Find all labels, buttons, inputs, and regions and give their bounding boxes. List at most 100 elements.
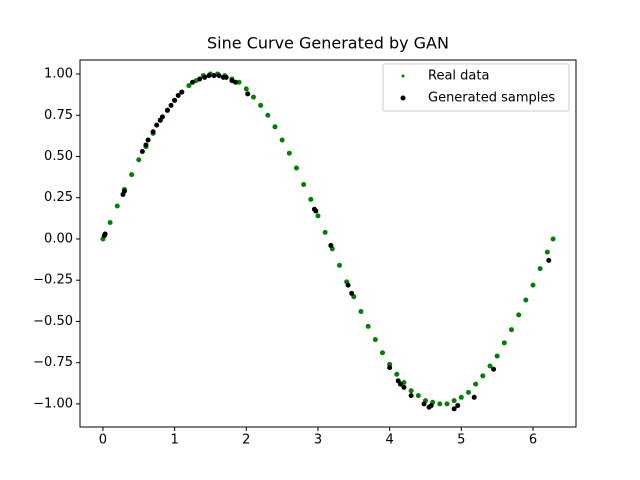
point (494, 353, 500, 359)
point (313, 208, 319, 214)
point (233, 79, 239, 85)
point (523, 297, 529, 303)
point (349, 290, 355, 296)
point (159, 114, 165, 120)
y-tick-label: −0.25 (33, 273, 73, 288)
point (372, 337, 378, 343)
point (508, 327, 514, 333)
point (397, 381, 403, 387)
point (129, 172, 135, 178)
point (186, 83, 192, 89)
x-tick-label: 0 (99, 433, 107, 448)
point (451, 398, 457, 404)
plot-frame (79, 59, 577, 428)
point (415, 393, 421, 399)
point (114, 203, 120, 209)
y-tick-label: 0.00 (44, 231, 73, 246)
point (139, 149, 145, 155)
point (308, 196, 314, 202)
x-tick-label: 1 (170, 433, 178, 448)
point (401, 384, 407, 390)
point (365, 323, 371, 329)
point (455, 403, 461, 409)
point (444, 401, 450, 407)
point (491, 366, 497, 372)
y-tick-label: −0.50 (33, 314, 73, 329)
point (216, 73, 222, 79)
point (501, 340, 507, 346)
chart-title: Sine Curve Generated by GAN (207, 34, 449, 53)
legend-marker (400, 95, 406, 101)
point (236, 79, 242, 85)
point (544, 249, 550, 255)
y-tick-label: 1.00 (44, 67, 73, 82)
point (265, 112, 271, 118)
point (197, 76, 203, 82)
point (172, 97, 178, 103)
point (143, 142, 149, 148)
point (279, 137, 285, 143)
x-tick-label: 5 (457, 433, 465, 448)
point (358, 309, 364, 315)
series (101, 73, 552, 412)
point (480, 373, 486, 379)
point (345, 282, 351, 288)
point (379, 350, 385, 356)
point (428, 403, 434, 409)
point (145, 137, 151, 143)
point (516, 312, 522, 318)
point (154, 122, 160, 128)
point (537, 266, 543, 272)
point (202, 74, 208, 80)
point (150, 129, 156, 135)
legend-label: Real data (428, 69, 489, 84)
point (550, 236, 556, 242)
point (107, 219, 113, 225)
point (315, 213, 321, 219)
point (223, 74, 229, 80)
y-tick-label: 0.75 (44, 108, 73, 123)
point (322, 229, 328, 235)
point (465, 389, 471, 395)
legend-marker (401, 74, 405, 78)
point (206, 73, 212, 79)
point (164, 107, 170, 113)
y-tick-label: −0.75 (33, 355, 73, 370)
point (136, 157, 142, 163)
point (487, 363, 493, 369)
point (458, 394, 464, 400)
point (250, 94, 256, 100)
legend-box (382, 63, 570, 112)
y-tick-label: −1.00 (33, 396, 73, 411)
point (408, 388, 414, 394)
point (408, 393, 414, 399)
point (546, 257, 552, 263)
point (175, 92, 181, 98)
x-tick-label: 2 (242, 433, 250, 448)
point (387, 365, 393, 371)
x-tick-label: 3 (314, 433, 322, 448)
point (168, 102, 174, 108)
point (301, 182, 307, 188)
point (451, 406, 457, 412)
x-tick-label: 6 (529, 433, 537, 448)
point (394, 371, 400, 377)
point (293, 165, 299, 171)
point (258, 102, 264, 108)
point (102, 231, 108, 237)
point (530, 282, 536, 288)
point (179, 89, 185, 95)
y-tick-label: 0.50 (44, 149, 73, 164)
point (437, 401, 443, 407)
legend-label: Generated samples (428, 91, 555, 106)
point (272, 124, 278, 130)
point (328, 243, 334, 249)
point (190, 79, 196, 85)
point (211, 73, 217, 79)
y-tick-label: 0.25 (44, 190, 73, 205)
point (471, 394, 477, 400)
point (121, 188, 127, 194)
point (286, 150, 292, 156)
point (473, 381, 479, 387)
